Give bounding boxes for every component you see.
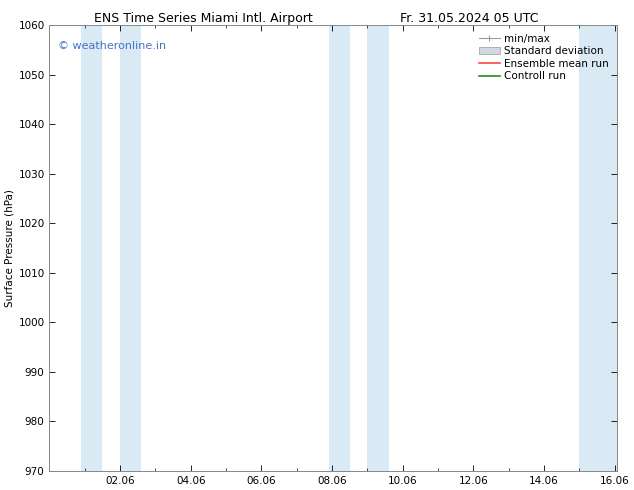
Bar (579, 25, 617, 471)
Text: Fr. 31.05.2024 05 UTC: Fr. 31.05.2024 05 UTC (400, 12, 538, 25)
Text: ENS Time Series Miami Intl. Airport: ENS Time Series Miami Intl. Airport (93, 12, 313, 25)
Legend: min/max, Standard deviation, Ensemble mean run, Controll run: min/max, Standard deviation, Ensemble me… (476, 30, 612, 85)
Text: © weatheronline.in: © weatheronline.in (58, 41, 166, 51)
Bar (81, 25, 103, 471)
Y-axis label: Surface Pressure (hPa): Surface Pressure (hPa) (4, 189, 14, 307)
Bar (328, 25, 350, 471)
Bar (120, 25, 141, 471)
Bar (367, 25, 389, 471)
